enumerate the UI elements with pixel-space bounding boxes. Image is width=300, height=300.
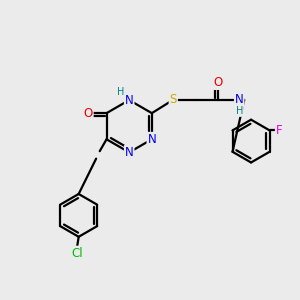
Text: O: O (213, 76, 223, 89)
Text: H: H (117, 87, 124, 97)
Text: S: S (169, 93, 177, 106)
Text: N: N (235, 93, 244, 106)
Text: N: N (148, 133, 156, 146)
Text: F: F (276, 124, 282, 137)
Text: Cl: Cl (71, 247, 83, 260)
Text: N: N (125, 94, 134, 106)
Text: N: N (125, 146, 134, 159)
Text: H: H (236, 106, 243, 116)
Text: O: O (83, 106, 93, 120)
